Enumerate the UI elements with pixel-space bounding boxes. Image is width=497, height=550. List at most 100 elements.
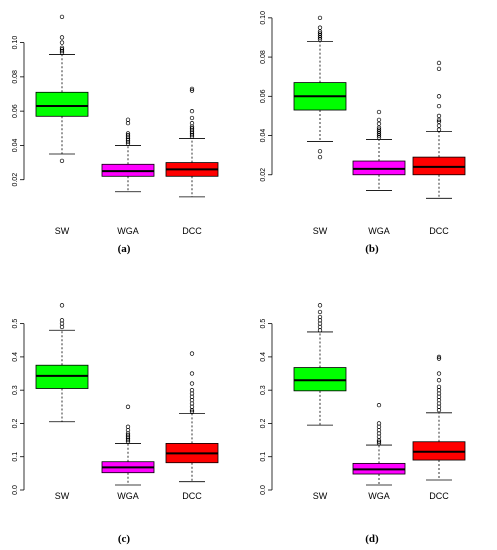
y-tick-label: 0.06 (260, 89, 267, 103)
y-tick-label: 0.02 (260, 168, 267, 182)
outlier-point (317, 25, 323, 30)
outlier-point (125, 132, 131, 138)
y-tick-label: 0.0 (12, 485, 19, 495)
outlier-point (125, 432, 131, 438)
outlier-point (436, 356, 442, 361)
outlier-point (189, 108, 195, 114)
outlier-point (59, 47, 65, 52)
panel-b: 0.02 0.04 0.06 0.08 0.10 SW WGA DCC (b) (248, 0, 496, 275)
outlier-point (436, 384, 442, 389)
caption-a: (a) (117, 243, 131, 255)
caption-c: (c) (117, 533, 131, 545)
y-tick-label: 0.5 (260, 319, 267, 329)
outlier-point (189, 351, 195, 356)
y-tick-label: 0.5 (12, 319, 19, 329)
outlier-point (125, 131, 131, 136)
outlier-point (125, 404, 131, 409)
outlier-point (189, 88, 195, 93)
outlier-point (59, 14, 65, 20)
outlier-point (436, 113, 442, 119)
y-tick-label: 0.1 (260, 452, 267, 462)
outlier-point (189, 86, 195, 92)
y-tick-label: 0.02 (12, 173, 19, 187)
boxplot-b: 0.02 0.04 0.06 0.08 0.10 SW WGA DCC (260, 11, 466, 236)
outlier-point (436, 66, 442, 71)
x-category-label: DCC (182, 226, 202, 236)
x-category-label: SW (313, 491, 328, 501)
y-tick-label: 0.2 (260, 418, 267, 428)
x-category-label: DCC (182, 491, 202, 501)
y-tick-label: 0.08 (260, 50, 267, 64)
outlier-point (376, 127, 382, 132)
outlier-point (59, 35, 65, 40)
y-tick-label: 0.1 (12, 452, 19, 462)
x-category-label: SW (55, 226, 70, 236)
y-tick-label: 0.3 (260, 385, 267, 395)
outlier-point (317, 31, 323, 36)
x-category-label: SW (313, 226, 328, 236)
outlier-point (125, 424, 131, 429)
outlier-point (436, 60, 442, 66)
outlier-point (436, 103, 442, 109)
y-tick-label: 0.2 (12, 418, 19, 428)
x-category-label: SW (55, 491, 70, 501)
y-tick-label: 0.08 (12, 70, 19, 84)
y-tick-label: 0.0 (260, 485, 267, 495)
outlier-point (376, 421, 382, 426)
panel-d: 0.0 0.1 0.2 0.3 0.4 0.5 SW WGA DCC (d) (248, 275, 496, 550)
x-category-label: DCC (429, 226, 449, 236)
outlier-point (317, 154, 323, 160)
x-category-label: WGA (368, 491, 390, 501)
outlier-point (189, 115, 195, 121)
boxplot-a: 0.02 0.04 0.06 0.08 0.10 SW WGA DCC (12, 14, 219, 236)
outlier-point (436, 378, 442, 383)
outlier-point (189, 409, 195, 414)
y-tick-label: 0.4 (260, 352, 267, 362)
outlier-point (376, 402, 382, 408)
outlier-point (59, 40, 65, 45)
outlier-point (436, 127, 442, 132)
outlier-point (436, 371, 442, 376)
outlier-point (59, 303, 65, 308)
outlier-point (376, 117, 382, 122)
caption-b: (b) (365, 243, 379, 255)
outlier-point (59, 158, 65, 164)
outlier-point (189, 120, 195, 126)
y-tick-label: 0.04 (260, 129, 267, 143)
outlier-point (436, 123, 442, 128)
outlier-point (436, 354, 442, 360)
x-category-label: WGA (117, 226, 139, 236)
y-tick-label: 0.4 (12, 352, 19, 362)
outlier-point (189, 381, 195, 386)
y-tick-label: 0.10 (12, 36, 19, 50)
outlier-point (189, 388, 195, 393)
outlier-point (436, 94, 442, 99)
x-category-label: WGA (117, 491, 139, 501)
outlier-point (317, 314, 323, 320)
y-tick-label: 0.10 (260, 11, 267, 25)
outlier-point (189, 371, 195, 376)
outlier-point (125, 117, 131, 122)
outlier-point (59, 318, 65, 323)
outlier-point (317, 15, 323, 20)
outlier-point (59, 45, 65, 50)
panel-a: 0.02 0.04 0.06 0.08 0.10 SW WGA DCC (a) (0, 0, 248, 275)
y-tick-label: 0.3 (12, 385, 19, 395)
outlier-point (436, 119, 442, 124)
boxplot-c: 0.0 0.1 0.2 0.3 0.4 0.5 SW WGA DCC (12, 303, 219, 501)
outlier-point (317, 309, 323, 315)
panel-c: 0.0 0.1 0.2 0.3 0.4 0.5 SW WGA DCC (c) (0, 275, 248, 550)
caption-d: (d) (365, 533, 379, 545)
outlier-point (317, 303, 323, 308)
outlier-point (125, 120, 131, 126)
y-tick-label: 0.04 (12, 139, 19, 153)
outlier-point (376, 121, 382, 126)
x-category-label: DCC (429, 491, 449, 501)
boxplot-d: 0.0 0.1 0.2 0.3 0.4 0.5 SW WGA DCC (260, 303, 466, 501)
outlier-point (376, 109, 382, 115)
y-tick-label: 0.06 (12, 104, 19, 118)
outlier-point (189, 126, 195, 131)
box-sw (35, 91, 89, 117)
x-category-label: WGA (368, 226, 390, 236)
